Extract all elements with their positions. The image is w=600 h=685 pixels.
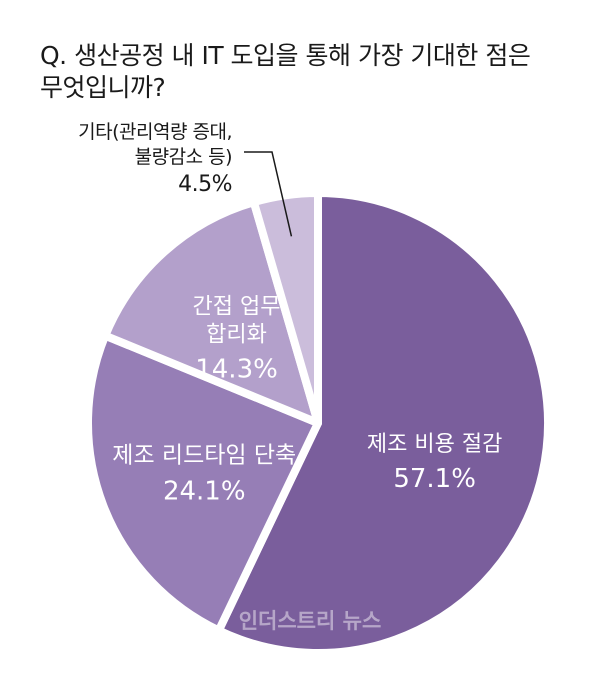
slice-label-3-line-2: 합리화 bbox=[206, 322, 267, 347]
slice-value-2: 24.1% bbox=[163, 476, 246, 506]
slice-other bbox=[249, 189, 322, 427]
slice-lead-time bbox=[84, 331, 322, 635]
chart-title-line-1: Q. 생산공정 내 IT 도입을 통해 가장 기대한 점은 bbox=[40, 41, 531, 70]
other-label-value: 4.5% bbox=[178, 172, 232, 197]
slice-label-2-line-1: 제조 리드타임 단축 bbox=[112, 442, 296, 468]
other-label-line-1: 기타(관리역량 증대, bbox=[78, 121, 232, 143]
slice-value-1: 57.1% bbox=[393, 464, 476, 494]
slice-indirect-work bbox=[101, 198, 322, 427]
slice-label-3-line-1: 간접 업무 bbox=[193, 294, 281, 319]
slice-label-1-line-1: 제조 비용 절감 bbox=[367, 432, 502, 457]
pie-slices bbox=[84, 189, 552, 657]
slice-manufacturing-cost bbox=[214, 189, 552, 657]
chart-title-line-2: 무엇입니까? bbox=[40, 73, 166, 102]
watermark-text: 인더스트리 뉴스 bbox=[239, 609, 382, 633]
slice-value-3: 14.3% bbox=[195, 354, 278, 384]
leader-line-group bbox=[244, 151, 293, 237]
leader-line bbox=[244, 151, 293, 237]
other-label-line-2: 불량감소 등) bbox=[134, 146, 233, 168]
